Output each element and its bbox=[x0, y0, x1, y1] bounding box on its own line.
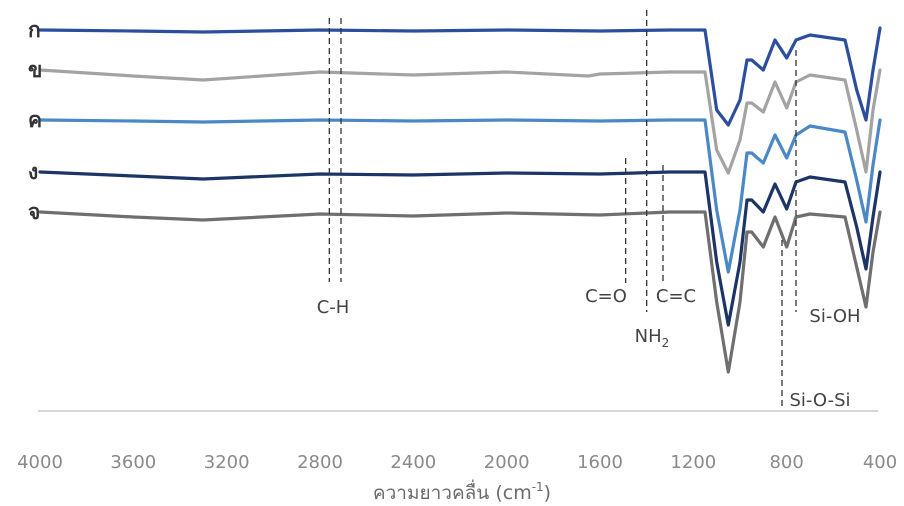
annotation-label-1: C-H bbox=[317, 297, 350, 318]
series-label-2: ข bbox=[28, 58, 42, 82]
x-tick-label: 2000 bbox=[484, 452, 530, 473]
x-axis-label: ความยาวคลื่น (cm-1) bbox=[373, 479, 551, 504]
x-tick-label: 2400 bbox=[390, 452, 436, 473]
x-tick-labels: 4000 3600 3200 2800 2400 2000 1600 1200 800 400 bbox=[17, 452, 897, 473]
x-tick-label: 1600 bbox=[577, 452, 623, 473]
series-label-5: จ bbox=[28, 200, 40, 224]
x-tick-label: 1200 bbox=[670, 452, 716, 473]
series-line-5 bbox=[38, 210, 882, 374]
x-tick-label: 400 bbox=[863, 452, 897, 473]
series-line-2 bbox=[38, 68, 882, 175]
x-tick-label: 800 bbox=[769, 452, 803, 473]
series-label-3: ค bbox=[28, 108, 42, 132]
annotation-label-3: C=O bbox=[585, 286, 627, 307]
x-tick-label: 3200 bbox=[204, 452, 250, 473]
annotation-label-2: NH2 bbox=[635, 326, 670, 350]
x-tick-label: 4000 bbox=[17, 452, 63, 473]
annotation-label-6: Si-OH bbox=[809, 306, 860, 327]
series-label-4: ง bbox=[28, 160, 38, 184]
annotation-label-5: Si-O-Si bbox=[789, 390, 850, 411]
series-line-4 bbox=[38, 170, 882, 327]
series-line-1 bbox=[38, 26, 882, 127]
annotation-layer: C-H NH2 C=O C=C Si-O-Si Si-OH bbox=[317, 10, 861, 411]
series-label-1: ก bbox=[28, 18, 41, 42]
annotation-label-4: C=C bbox=[656, 286, 696, 307]
x-axis-label-superscript: -1 bbox=[532, 480, 544, 494]
series-line-3 bbox=[38, 118, 882, 274]
x-tick-label: 3600 bbox=[110, 452, 156, 473]
x-tick-label: 2800 bbox=[297, 452, 343, 473]
